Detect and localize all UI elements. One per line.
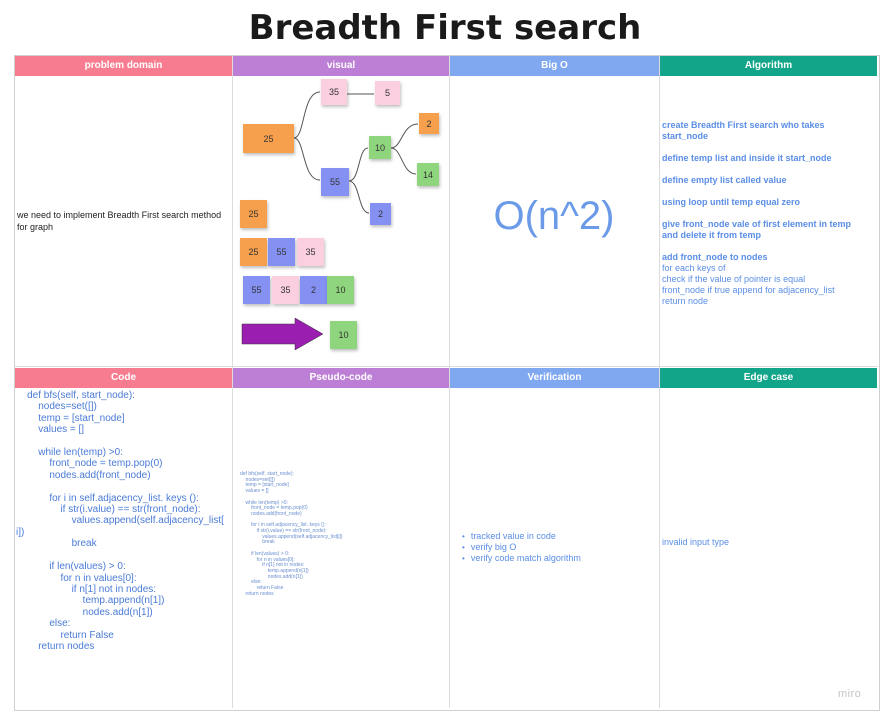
verification-item: verify code match algorithm — [462, 553, 581, 564]
header-edge-case: Edge case — [660, 368, 877, 388]
algorithm-step: front_node if true append for adjacency_… — [662, 285, 835, 295]
divider — [449, 56, 450, 708]
miro-watermark: miro — [838, 688, 862, 700]
algorithm-step: return node — [662, 296, 709, 306]
code-block: def bfs(self, start_node): nodes=set([])… — [16, 390, 224, 652]
algorithm-step: check if the value of pointer is equal — [662, 274, 806, 284]
header-algorithm: Algorithm — [660, 56, 877, 76]
verification-item: verify big O — [462, 542, 581, 553]
header-pseudo-code: Pseudo-code — [233, 368, 449, 388]
queue-note: 25 — [240, 200, 267, 228]
header-visual: visual — [233, 56, 449, 76]
header-verification: Verification — [450, 368, 659, 388]
algorithm-step: define empty list called value — [662, 175, 787, 185]
algorithm-steps: create Breadth First search who takes st… — [662, 120, 867, 307]
queue-note: 35 — [272, 276, 299, 304]
divider — [232, 56, 233, 708]
result-note: 10 — [330, 321, 357, 349]
node-note: 35 — [321, 79, 347, 105]
arrow-icon — [241, 317, 324, 351]
node-note: 5 — [375, 81, 400, 105]
node-note: 10 — [369, 136, 391, 159]
big-o-value: O(n^2) — [493, 194, 615, 238]
node-note: 25 — [243, 124, 294, 153]
header-code: Code — [15, 368, 232, 388]
verification-list: tracked value in code verify big O verif… — [462, 531, 581, 564]
algorithm-step: for each keys of — [662, 263, 726, 273]
divider — [659, 56, 660, 708]
node-note: 14 — [417, 163, 439, 186]
page-title: Breadth First search — [248, 8, 642, 48]
header-big-o: Big O — [450, 56, 659, 76]
pseudo-code-block: def bfs(self, start_node): nodes=set([])… — [240, 471, 343, 597]
problem-domain-text: we need to implement Breadth First searc… — [17, 210, 222, 232]
queue-note: 55 — [268, 238, 295, 266]
algorithm-step: define temp list and inside it start_nod… — [662, 153, 832, 163]
node-note: 55 — [321, 168, 349, 196]
node-note: 2 — [370, 203, 391, 225]
queue-note: 2 — [300, 276, 327, 304]
queue-note: 10 — [327, 276, 354, 304]
node-note: 2 — [419, 113, 439, 134]
edge-case-text: invalid input type — [662, 537, 730, 547]
verification-item: tracked value in code — [462, 531, 581, 542]
divider — [15, 366, 878, 367]
queue-note: 55 — [243, 276, 270, 304]
board — [14, 55, 880, 711]
algorithm-step: using loop until temp equal zero — [662, 197, 801, 207]
algorithm-step: add front_node to nodes — [662, 252, 768, 262]
queue-note: 35 — [297, 238, 324, 266]
algorithm-step: create Breadth First search who takes st… — [662, 120, 825, 141]
queue-note: 25 — [240, 238, 267, 266]
header-problem-domain: problem domain — [15, 56, 232, 76]
algorithm-step: give front_node vale of first element in… — [662, 219, 852, 240]
